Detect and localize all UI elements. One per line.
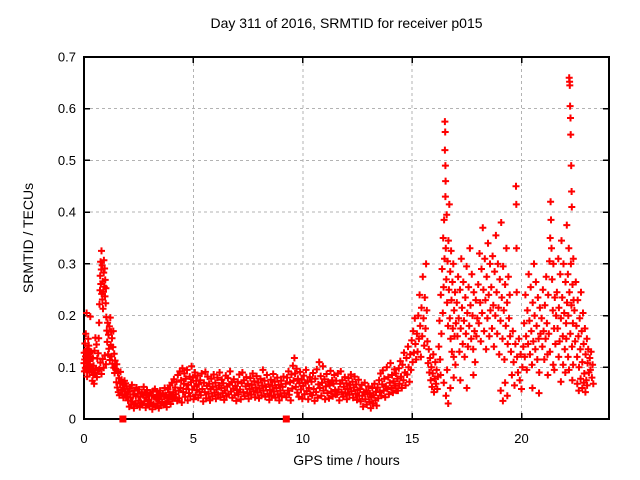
square-marker-zero-flagged xyxy=(282,415,290,423)
plot-border xyxy=(83,56,610,420)
y-tick-label: 0.2 xyxy=(58,308,76,323)
x-tick-label: 20 xyxy=(514,431,528,446)
y-tick-label: 0.4 xyxy=(58,205,76,220)
x-tick-label: 15 xyxy=(405,431,419,446)
chart-title: Day 311 of 2016, SRMTID for receiver p01… xyxy=(210,15,483,31)
square-marker-zero-flagged xyxy=(119,415,127,423)
grid-lines xyxy=(84,57,609,419)
y-tick-label: 0.3 xyxy=(58,256,76,271)
x-tick-label: 5 xyxy=(190,431,197,446)
y-tick-label: 0 xyxy=(69,412,76,427)
x-axis-label: GPS time / hours xyxy=(293,452,400,468)
scatter-points-srmtid xyxy=(80,74,597,413)
x-tick-label: 10 xyxy=(296,431,310,446)
y-tick-label: 0.7 xyxy=(58,50,76,65)
y-tick-label: 0.5 xyxy=(58,153,76,168)
x-tick-label: 0 xyxy=(80,431,87,446)
y-tick-label: 0.6 xyxy=(58,101,76,116)
y-tick-label: 0.1 xyxy=(58,360,76,375)
